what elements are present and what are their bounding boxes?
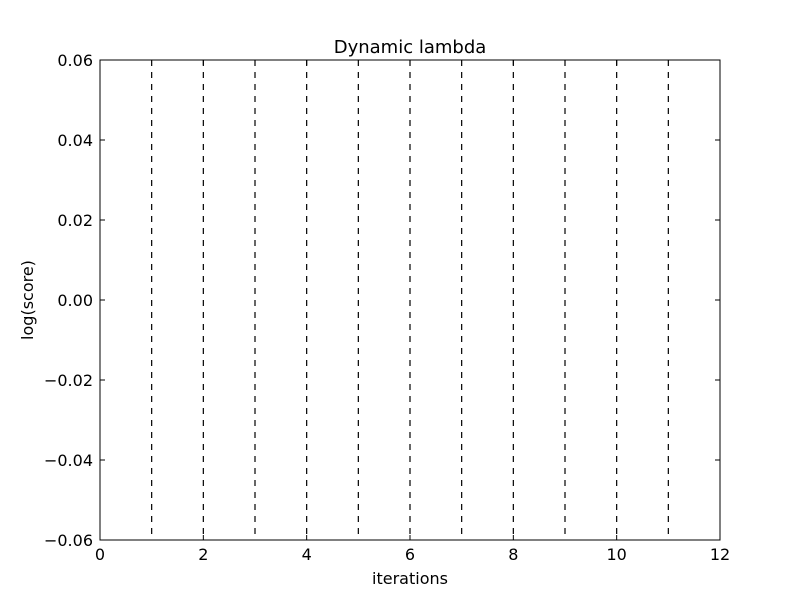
- y-tick-label-3: 0.00: [57, 291, 93, 310]
- chart-title: Dynamic lambda: [334, 37, 487, 58]
- plot-frame: [99, 59, 721, 541]
- x-tick-label-6: 12: [710, 545, 730, 564]
- y-tick-label-4: −0.02: [44, 371, 93, 390]
- x-tick-label-5: 10: [606, 545, 626, 564]
- y-tick-labels: 0.06 0.04 0.02 0.00 −0.02 −0.04 −0.06: [44, 51, 93, 550]
- x-tick-label-4: 8: [508, 545, 518, 564]
- y-tick-label-0: 0.06: [57, 51, 93, 70]
- x-tick-label-3: 6: [405, 545, 415, 564]
- x-tick-label-0: 0: [95, 545, 105, 564]
- y-axis-label: log(score): [18, 260, 37, 340]
- x-tick-label-1: 2: [198, 545, 208, 564]
- y-tick-label-5: −0.04: [44, 451, 93, 470]
- x-tick-labels: 0 2 4 6 8 10 12: [95, 545, 730, 564]
- dashed-lines: [151, 60, 669, 540]
- x-tick-label-2: 4: [302, 545, 312, 564]
- y-tick-label-2: 0.02: [57, 211, 93, 230]
- y-tick-label-6: −0.06: [44, 531, 93, 550]
- y-tick-label-1: 0.04: [57, 131, 93, 150]
- x-axis-label: iterations: [372, 569, 448, 588]
